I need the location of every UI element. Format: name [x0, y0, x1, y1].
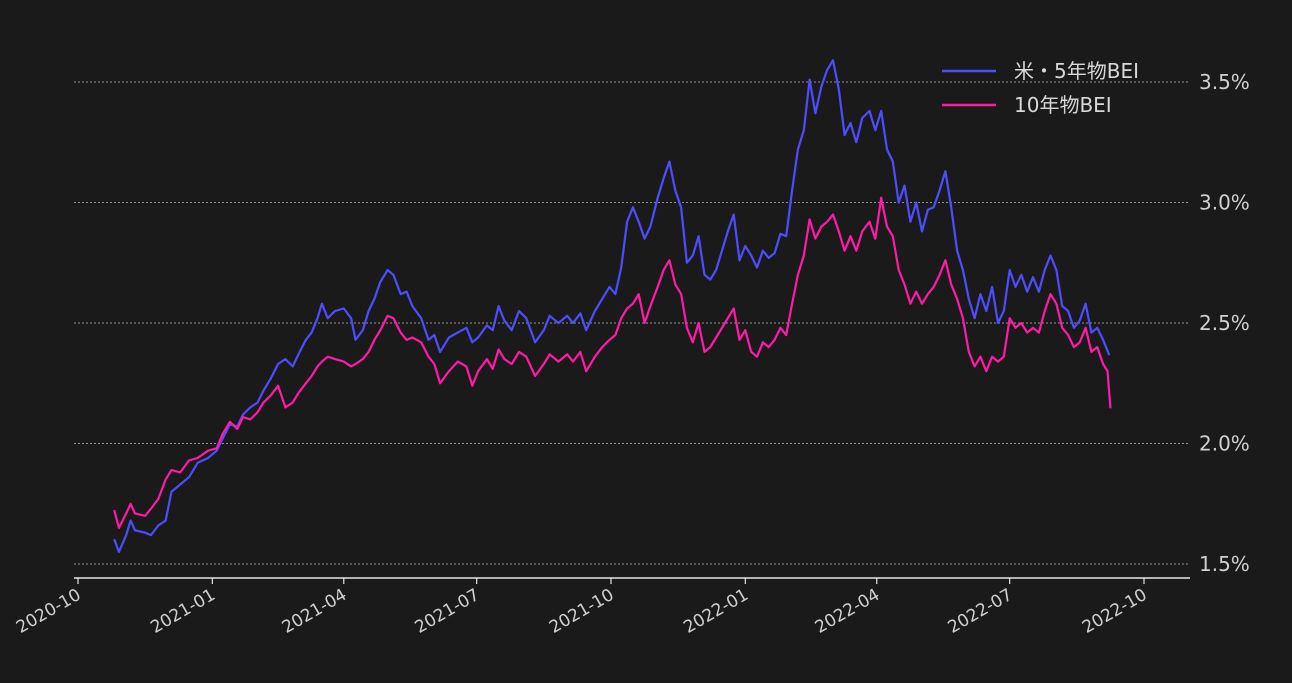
gridlines — [74, 81, 1190, 565]
y-tick-label: 2.5% — [1199, 311, 1250, 335]
legend-label-0: 米・5年物BEI — [1014, 59, 1139, 83]
series-line-1 — [113, 196, 1112, 530]
y-tick-label: 1.5% — [1199, 552, 1250, 576]
legend-label-1: 10年物BEI — [1014, 93, 1112, 117]
series-lines — [113, 59, 1112, 554]
legend: 米・5年物BEI 10年物BEI — [942, 59, 1139, 117]
y-tick-label: 2.0% — [1199, 432, 1250, 456]
y-tick-label: 3.0% — [1199, 191, 1250, 215]
y-tick-label: 3.5% — [1199, 70, 1250, 94]
series-line-0 — [113, 59, 1111, 554]
